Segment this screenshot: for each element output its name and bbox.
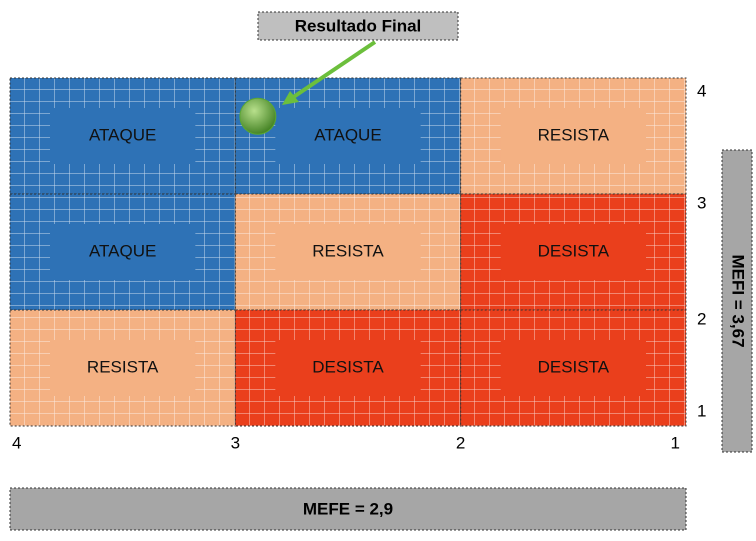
cells: ATAQUE ATAQUE RESISTA ATAQUE RESISTA DESISTA R… [9,77,687,427]
label-bg [275,108,421,164]
cell-label: ATAQUE [314,125,381,144]
y-axis-label: MEFI = 3,67 [729,254,748,347]
result-point [239,97,277,135]
cell-label: ATAQUE [89,241,156,260]
cell-label: RESISTA [87,357,159,376]
label-bg [275,340,421,396]
cell-label: RESISTA [312,241,384,260]
label-bg [50,224,196,280]
y-tick-label: 2 [697,309,706,328]
arrow [290,40,377,100]
x-axis-label: MEFE = 2,9 [303,499,393,518]
arrow-head [282,91,299,105]
x-tick-label: 1 [671,433,680,452]
x-tick-label: 4 [12,433,21,452]
label-bg [500,224,646,280]
y-tick-label: 1 [697,401,706,420]
label-bg [50,340,196,396]
title: Resultado Final [295,16,422,35]
x-label-box [9,487,687,531]
cell-label: DESISTA [538,357,610,376]
cell-label: ATAQUE [89,125,156,144]
cell-label: DESISTA [312,357,384,376]
x-tick-label: 2 [456,433,465,452]
label-bg [500,340,646,396]
label-bg [50,108,196,164]
y-tick-label: 3 [697,193,706,212]
y-tick-label: 4 [697,81,706,100]
title-box [257,11,459,41]
label-bg [500,108,646,164]
label-bg [275,224,421,280]
cell-label: DESISTA [538,241,610,260]
cell-label: RESISTA [538,125,610,144]
y-label-box [721,149,753,453]
x-tick-label: 3 [231,433,240,452]
